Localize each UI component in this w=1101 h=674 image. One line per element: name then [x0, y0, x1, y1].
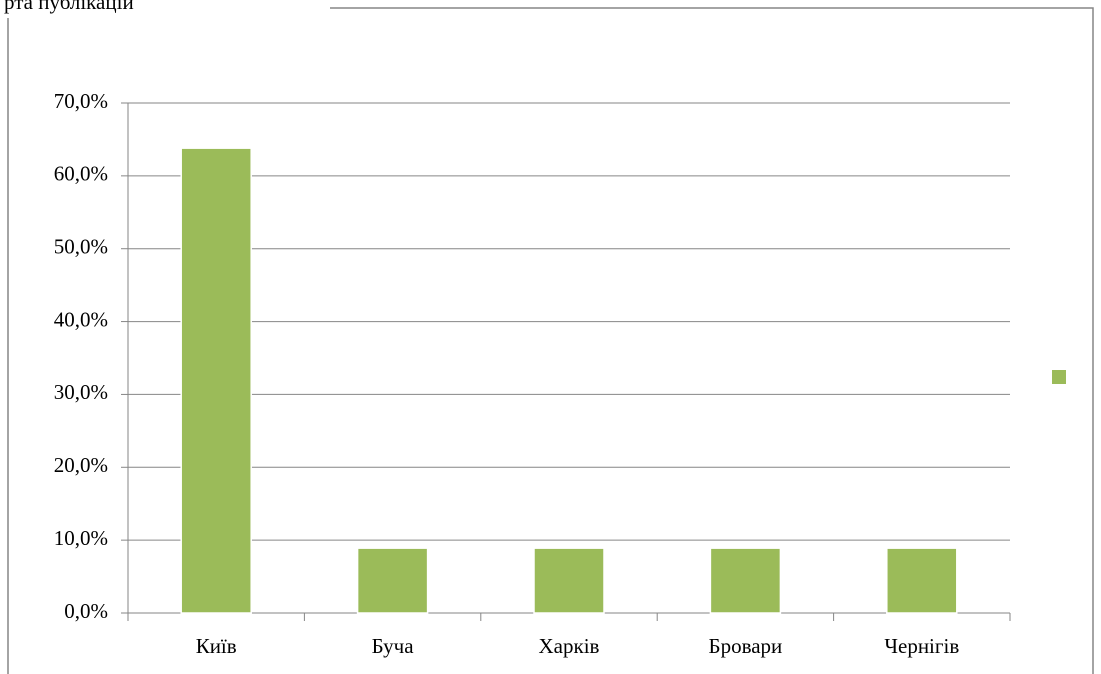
y-tick-label: 30,0%	[54, 380, 108, 404]
caption: рта публікацій	[4, 0, 134, 14]
bar	[180, 147, 252, 614]
bar	[709, 547, 782, 614]
x-tick-label: Харків	[539, 634, 600, 658]
y-tick-label: 60,0%	[54, 162, 108, 186]
x-tick-label: Бровари	[709, 634, 783, 658]
bar	[533, 547, 605, 614]
bar	[886, 547, 958, 614]
y-tick-label: 50,0%	[54, 235, 108, 259]
caption-bg	[0, 0, 330, 18]
bar	[356, 547, 429, 614]
x-tick-label: Буча	[372, 634, 415, 658]
y-tick-label: 20,0%	[54, 453, 108, 477]
y-tick-label: 40,0%	[54, 307, 108, 331]
legend-marker	[1052, 370, 1066, 384]
y-tick-label: 10,0%	[54, 526, 108, 550]
x-tick-label: Київ	[196, 634, 237, 658]
x-tick-label: Чернігів	[884, 634, 959, 658]
y-tick-label: 70,0%	[54, 89, 108, 113]
y-tick-label: 0,0%	[64, 599, 108, 623]
chart-frame	[7, 7, 1094, 674]
